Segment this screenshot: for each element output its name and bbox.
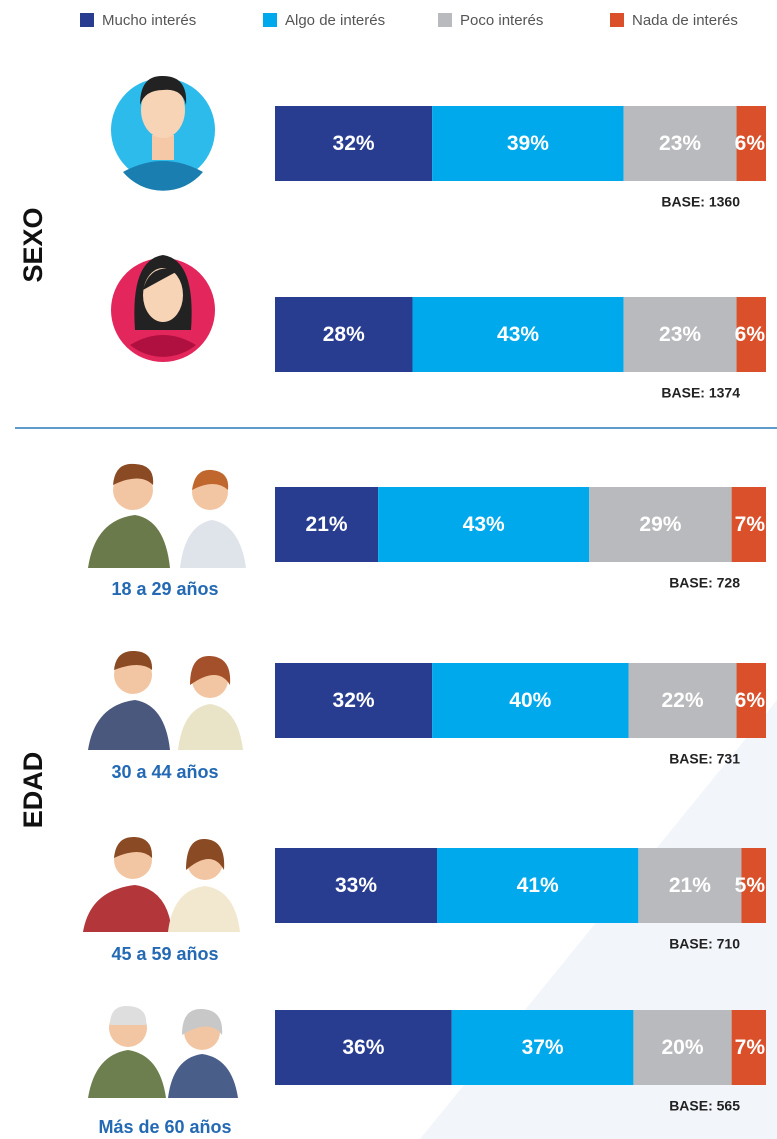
bar-segment (432, 663, 629, 738)
bar-segment (275, 1010, 452, 1085)
bar-segment (736, 297, 766, 372)
legend-label: Nada de interés (632, 12, 738, 29)
bar-segment (736, 106, 766, 181)
value-label: 41% (517, 874, 559, 897)
value-label: 33% (335, 874, 377, 897)
value-label: 39% (507, 132, 549, 155)
value-label: 37% (522, 1036, 564, 1059)
bar-segment (623, 297, 737, 372)
value-label: 29% (639, 513, 681, 536)
group-label: SEXO (18, 207, 48, 282)
value-label: 7% (735, 513, 766, 536)
bar-segment (638, 848, 742, 923)
group-label: EDAD (18, 752, 48, 829)
bar-segment (628, 663, 737, 738)
legend-label: Poco interés (460, 12, 543, 29)
value-label: 23% (659, 132, 701, 155)
bar-segment (275, 487, 379, 562)
bar-segment (731, 1010, 766, 1085)
value-label: 32% (333, 132, 375, 155)
bar-segment (589, 487, 732, 562)
legend-label: Mucho interés (102, 12, 196, 29)
bar-segment (275, 848, 438, 923)
base-label: BASE: 728 (669, 575, 740, 591)
value-label: 43% (463, 513, 505, 536)
value-label: 20% (662, 1036, 704, 1059)
category-label: 18 a 29 años (111, 579, 218, 599)
base-label: BASE: 565 (669, 1098, 740, 1114)
value-label: 43% (497, 323, 539, 346)
value-label: 21% (669, 874, 711, 897)
bar-segment (736, 663, 766, 738)
value-label: 5% (735, 874, 766, 897)
age-icons (83, 463, 246, 1098)
bar-segment (437, 848, 639, 923)
value-label: 28% (323, 323, 365, 346)
bar-segment (412, 297, 624, 372)
value-label: 40% (509, 689, 551, 712)
bar-segment (451, 1010, 634, 1085)
value-label: 6% (735, 689, 766, 712)
base-label: BASE: 731 (669, 751, 740, 767)
bar-segment (275, 297, 413, 372)
legend-swatch (263, 13, 277, 27)
value-label: 22% (662, 689, 704, 712)
bar-segment (432, 106, 624, 181)
value-label: 7% (735, 1036, 766, 1059)
bar-segment (378, 487, 590, 562)
female-icon (111, 255, 215, 362)
value-label: 36% (342, 1036, 384, 1059)
base-label: BASE: 1374 (661, 385, 740, 401)
bar-segment (633, 1010, 732, 1085)
value-label: 32% (333, 689, 375, 712)
value-label: 6% (735, 323, 766, 346)
legend-swatch (610, 13, 624, 27)
legend-swatch (80, 13, 94, 27)
category-label: 45 a 59 años (111, 944, 218, 964)
legend-swatch (438, 13, 452, 27)
value-label: 6% (735, 132, 766, 155)
category-label: 30 a 44 años (111, 762, 218, 782)
bar-segment (275, 106, 433, 181)
bar-segment (623, 106, 737, 181)
base-label: BASE: 710 (669, 936, 740, 952)
base-label: BASE: 1360 (661, 194, 740, 210)
category-label: Más de 60 años (98, 1117, 231, 1137)
bar-segment (731, 487, 766, 562)
value-label: 23% (659, 323, 701, 346)
male-icon (111, 75, 215, 191)
bar-segment (741, 848, 766, 923)
legend-label: Algo de interés (285, 12, 385, 29)
bar-segment (275, 663, 433, 738)
value-label: 21% (306, 513, 348, 536)
